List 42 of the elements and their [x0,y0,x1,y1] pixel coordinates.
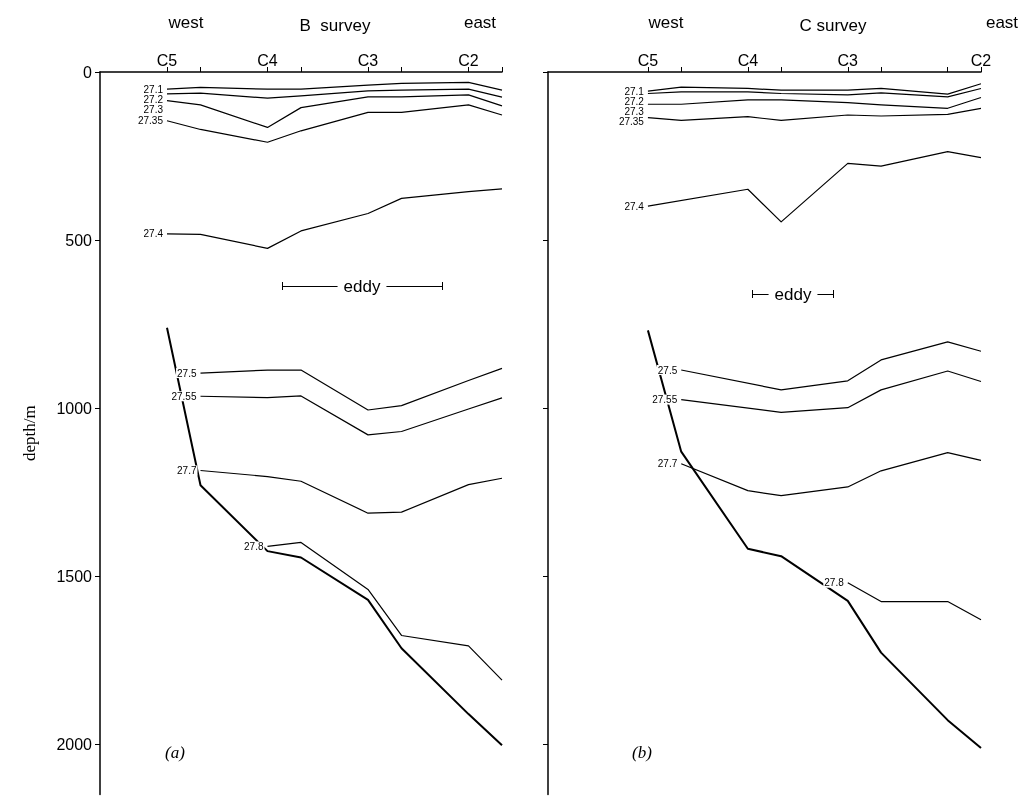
series-label: 27.2 [143,93,164,105]
y-tick-label: 2000 [56,735,93,753]
series-label: 27.5 [177,367,197,379]
series-label: 27.4 [143,228,164,240]
text: west [647,13,684,32]
text: east [985,13,1019,32]
x-tick-label: C5 [637,51,659,69]
series-label: 27.5 [657,364,678,376]
annotation: eddy [343,277,381,296]
y-tick-label: 500 [65,231,93,249]
series-label: 27.35 [137,115,164,127]
text: west [167,13,204,32]
series-label: 27.1 [143,83,164,95]
y-tick-label: 0 [83,63,93,81]
y-tick-label: 1500 [56,567,93,585]
x-tick-label: C4 [257,51,278,69]
x-tick-label: C2 [970,51,992,69]
annotation: eddy [774,285,812,304]
series-label: 27.55 [652,394,678,406]
series-label: 27.8 [824,577,845,589]
annotation: (a) [165,743,186,762]
series-label: 27.3 [143,103,164,115]
x-tick-label: C4 [737,51,759,69]
y-tick-label: 1000 [56,399,93,417]
series-label: 27.35 [618,115,645,127]
annotation: (b) [632,743,653,762]
series-label: 27.3 [624,105,645,117]
series-label: 27.7 [657,458,678,470]
series-label: 27.55 [171,390,197,402]
series-label: 27.2 [624,95,645,107]
text: east [463,13,497,32]
series-label: 27.4 [624,200,645,212]
x-tick-label: C3 [837,51,859,69]
series-label: 27.7 [177,465,197,476]
x-tick-label: C2 [458,51,479,69]
chart-title: C survey [799,16,868,35]
x-tick-label: C5 [156,51,178,69]
series-label: 27.8 [244,540,264,552]
series-label: 27.1 [624,85,645,97]
chart-title: B survey [299,16,371,35]
y-axis-title: depth/m [20,405,39,462]
x-tick-label: C3 [357,51,379,69]
